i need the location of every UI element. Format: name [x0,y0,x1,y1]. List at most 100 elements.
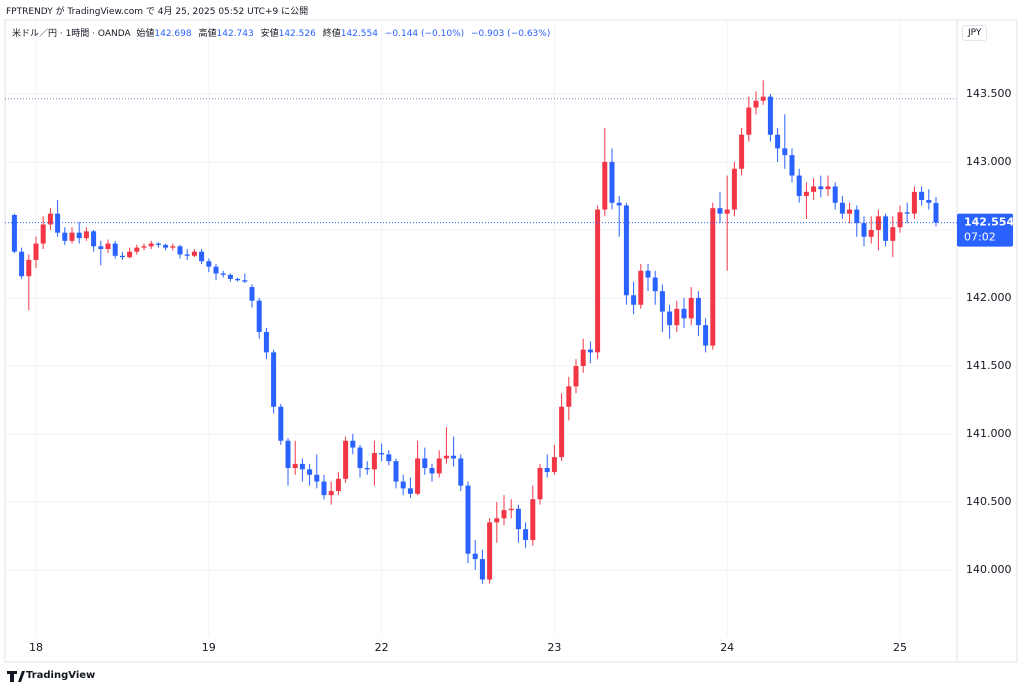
candle-body [674,308,680,326]
x-tick-label: 23 [547,641,561,654]
candle-body [703,325,709,346]
candle-body [155,243,161,245]
candle-body [609,161,615,203]
candle-body [544,467,550,473]
candle-body [897,212,903,228]
candle-body [919,191,925,201]
candle-body [407,488,413,494]
axis-labels: 140.000 140.500 141.000 141.500 142.000 142.5… [29,87,1014,654]
candle-body [163,244,169,248]
candle-body [825,186,831,190]
candle-body [472,553,478,560]
high-label: 高値 [198,29,217,39]
high-value: 142.743 [216,29,254,39]
candle-body [868,229,874,237]
candle-body [587,349,593,353]
candle-body [170,246,176,248]
candle-body [443,455,449,459]
candle-body [746,107,752,135]
candle-body [364,467,370,470]
y-tick-label: 141.500 [966,359,1012,372]
candle-body [681,308,687,319]
candle-body [436,458,442,474]
candle-body [811,186,817,192]
candle-body [335,478,341,492]
symbol: 米ドル／円 · 1時間 · OANDA [12,29,131,39]
candle-body [199,251,205,262]
candle-body [451,455,457,459]
candle-body [731,168,737,210]
low-label: 安値 [260,29,279,39]
candle-body [739,134,745,169]
candle-body [11,214,17,252]
candle-body [400,481,406,489]
candle-body [602,161,608,210]
candle-body [688,297,694,319]
candle-body [595,209,601,353]
candle-body [659,291,665,312]
candle-body [904,212,910,214]
currency[interactable]: JPY [962,25,988,41]
candle-body [285,440,291,468]
x-tick-label: 18 [29,641,43,654]
open-value: 142.698 [154,29,192,39]
y-tick-label: 140.500 [966,495,1012,508]
candle-body [256,300,262,332]
last-price-box [957,213,1013,247]
candle-body [263,331,269,353]
candle-body [227,274,233,279]
candle-body [328,491,334,496]
candle-body [760,96,766,101]
candle-body [573,365,579,387]
candle-body [242,280,248,282]
candle-body [40,224,46,244]
candle-body [429,467,435,474]
candle-body [515,508,521,530]
candle-body [105,243,111,249]
candle-body [55,213,61,233]
candle-body [803,191,809,196]
candle-body [379,453,385,455]
candle-body [667,311,673,326]
candle-body [847,209,853,214]
x-tick-label: 25 [893,641,907,654]
candle-body [91,231,97,247]
open-label: 始値 [136,29,155,39]
candle-body [148,243,154,247]
change: −0.144 (−0.10%) [384,29,465,39]
publisher: FPTRENDY が TradingView.com で 4月 25, 2025… [6,7,309,17]
candle-body [638,270,644,305]
candle-body [76,232,82,239]
candle-body [47,213,53,225]
candle-body [350,440,356,448]
candle-body [775,134,781,149]
candle-body [818,186,824,190]
low-value: 142.526 [278,29,316,39]
candle-body [69,232,75,241]
candle-body [357,447,363,468]
y-tick-label: 142.000 [966,291,1012,304]
logo [7,671,25,682]
candle-body [422,458,428,468]
candle-body [861,223,867,237]
candle-body [458,458,464,486]
candle-body [19,251,25,277]
candle-body [508,508,514,511]
candle-body [98,246,104,249]
candle-body [631,295,637,305]
candle-body [926,200,932,203]
candle-body [623,205,629,296]
candle-body [33,243,39,260]
chart-frame [4,19,1018,663]
candle-body [494,518,500,523]
candle-body [890,227,896,241]
candle-body [26,259,32,277]
y-tick-label: 143.000 [966,155,1012,168]
candle-body [839,202,845,214]
legend: 米ドル／円 · 1時間 · OANDA 始値142.698 高値142.743 … [12,26,554,39]
candle-body [235,278,241,281]
x-tick-label: 24 [720,641,734,654]
candle-body [616,202,622,206]
candle-body [695,297,701,326]
